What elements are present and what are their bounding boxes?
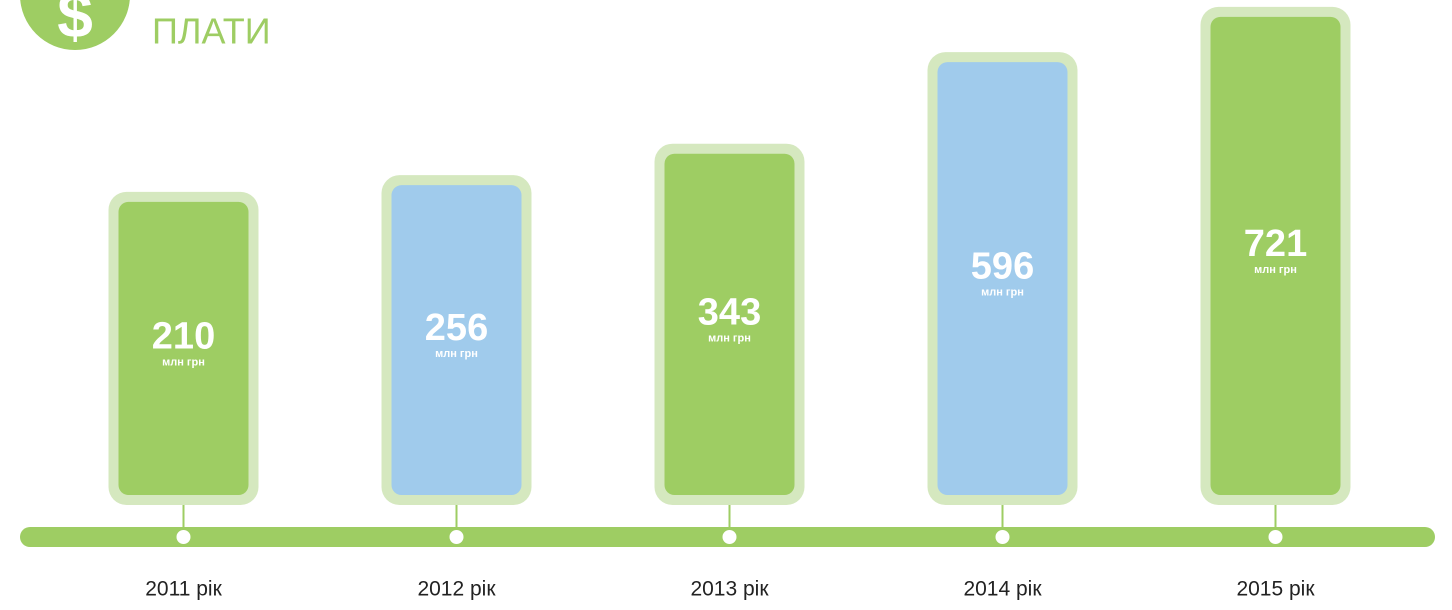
x-tick-label: 2012 рік bbox=[417, 578, 496, 601]
timeline-dot bbox=[447, 528, 466, 546]
value-label: 343 bbox=[698, 291, 761, 333]
unit-label: млн грн bbox=[981, 286, 1024, 298]
timeline-dot bbox=[720, 528, 739, 546]
x-tick-label: 2015 рік bbox=[1236, 578, 1315, 601]
timeline-dot bbox=[993, 528, 1012, 546]
unit-label: млн грн bbox=[1254, 264, 1297, 276]
bar bbox=[664, 153, 795, 495]
unit-label: млн грн bbox=[708, 332, 751, 344]
x-tick-label: 2014 рік bbox=[963, 578, 1042, 601]
logo-symbol: $ bbox=[57, 0, 93, 51]
value-label: 210 bbox=[152, 315, 215, 357]
timeline-dot bbox=[1266, 528, 1285, 546]
unit-label: млн грн bbox=[162, 356, 205, 368]
value-label: 721 bbox=[1244, 223, 1307, 265]
logo-circle bbox=[20, 0, 130, 50]
timeline-dot bbox=[174, 528, 193, 546]
bar bbox=[937, 62, 1068, 495]
chart-title: ПЛАТИ bbox=[152, 11, 271, 52]
bar bbox=[1210, 16, 1341, 496]
x-tick-label: 2013 рік bbox=[690, 578, 769, 601]
x-tick-label: 2011 рік bbox=[145, 578, 222, 601]
value-label: 596 bbox=[971, 246, 1034, 288]
bar bbox=[118, 201, 249, 495]
unit-label: млн грн bbox=[435, 348, 478, 360]
bar bbox=[391, 185, 522, 495]
value-label: 256 bbox=[425, 307, 488, 349]
